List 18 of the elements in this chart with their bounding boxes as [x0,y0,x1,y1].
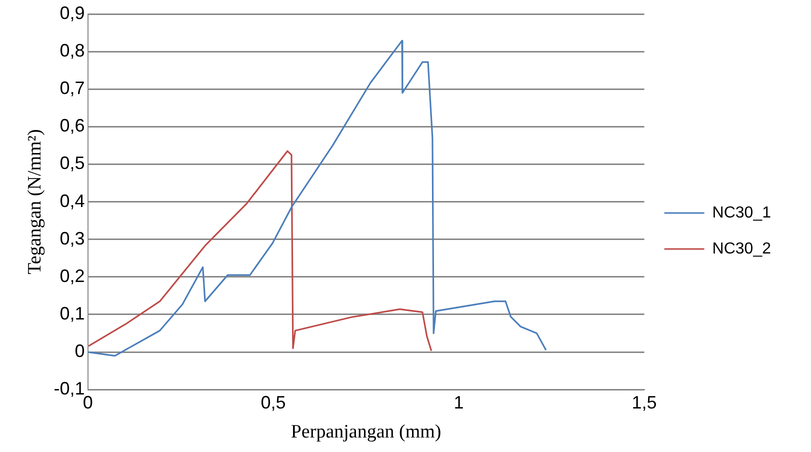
y-tick-label: 0,3 [60,228,85,248]
x-tick-label: 1 [454,392,464,412]
x-tick-label: 1,5 [632,392,657,412]
y-axis-title: Tegangan (N/mm²) [24,129,46,274]
x-axis-title: Perpanjangan (mm) [290,422,442,443]
y-tick-label: 0,6 [60,116,85,136]
y-tick-label: 0,9 [60,2,85,23]
legend-label: NC30_1 [712,204,772,222]
y-tick-label: 0,8 [60,40,85,61]
y-tick-label: 0,4 [60,190,85,211]
y-tick-label: 0,2 [60,266,85,286]
legend-label: NC30_2 [712,240,772,258]
y-tick-label: 0,5 [60,153,85,174]
y-tick-label: 0,7 [60,78,85,98]
y-tick-label: 0,1 [60,303,85,324]
x-tick-label: 0,5 [260,392,286,412]
y-tick-label: -0,1 [54,378,85,399]
y-tick-label: 0 [74,341,85,362]
